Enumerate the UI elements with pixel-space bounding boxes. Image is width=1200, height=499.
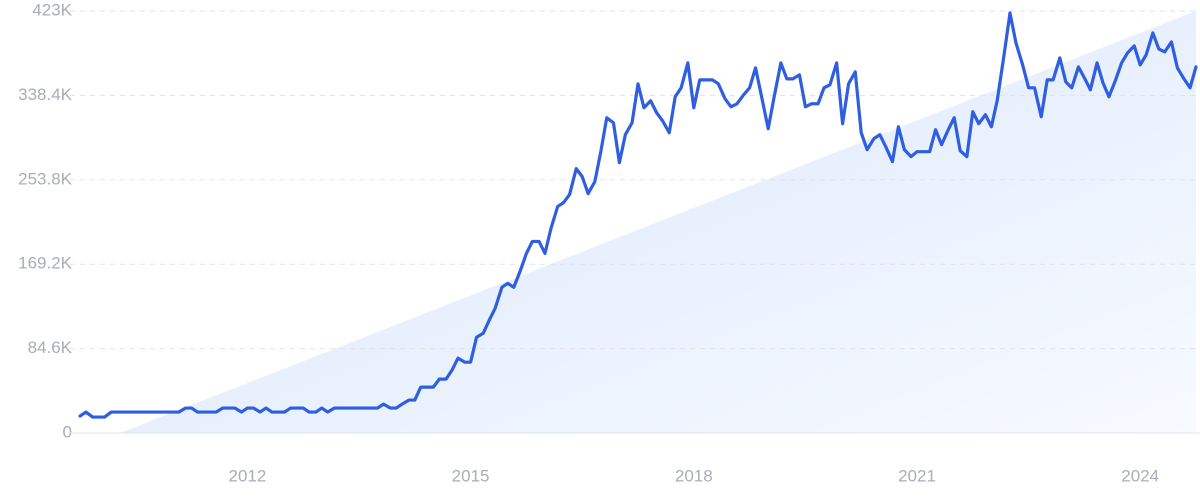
- x-tick-label: 2012: [228, 466, 266, 485]
- grid: 0 84.6K 169.2K 253.8K 338.4K 423K 2012 2015 2018…: [18, 0, 1200, 485]
- x-tick-label: 2024: [1121, 466, 1159, 485]
- x-tick-label: 2021: [898, 466, 936, 485]
- x-tick-label: 2015: [452, 466, 490, 485]
- y-tick-label: 0: [63, 422, 72, 441]
- y-tick-label: 253.8K: [18, 169, 73, 188]
- y-tick-label: 338.4K: [18, 85, 73, 104]
- plot: [78, 11, 1198, 419]
- y-tick-label: 84.6K: [28, 338, 73, 357]
- trend-line: [78, 11, 1198, 419]
- x-tick-label: 2018: [675, 466, 713, 485]
- y-tick-label: 423K: [32, 0, 72, 19]
- y-tick-label: 169.2K: [18, 254, 73, 273]
- trend-area: [120, 11, 1196, 433]
